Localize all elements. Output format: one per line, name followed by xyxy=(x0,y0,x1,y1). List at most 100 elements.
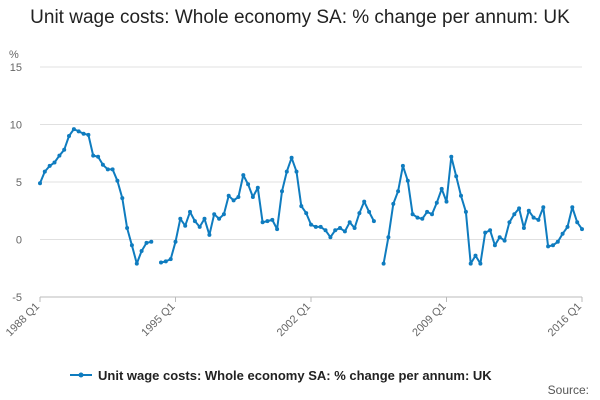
data-point xyxy=(265,219,270,224)
data-point xyxy=(134,261,139,266)
data-point xyxy=(52,160,57,165)
y-axis-unit-label: % xyxy=(9,49,19,61)
data-point xyxy=(488,228,493,233)
data-point xyxy=(81,131,86,136)
data-point xyxy=(507,220,512,225)
data-point xyxy=(415,215,420,220)
data-point xyxy=(386,235,391,240)
data-point xyxy=(188,209,192,214)
data-point xyxy=(299,204,304,209)
chart-title: Unit wage costs: Whole economy SA: % cha… xyxy=(30,7,570,28)
data-point xyxy=(129,243,134,248)
data-point xyxy=(159,260,163,265)
series-line-segment xyxy=(160,156,375,264)
data-point xyxy=(551,243,555,248)
legend: Unit wage costs: Whole economy SA: % cha… xyxy=(70,368,492,383)
data-point xyxy=(96,154,101,159)
data-point xyxy=(71,127,76,132)
x-tick-label: 1988 Q1 xyxy=(4,301,42,339)
data-point xyxy=(449,154,454,159)
data-point xyxy=(183,223,188,228)
data-point xyxy=(420,216,425,221)
data-point xyxy=(202,216,207,221)
data-point xyxy=(86,132,91,137)
data-point xyxy=(570,205,575,210)
data-point xyxy=(425,209,430,214)
data-point xyxy=(463,209,468,214)
data-point xyxy=(168,257,173,262)
data-point xyxy=(110,167,115,172)
data-point xyxy=(144,240,149,245)
data-point xyxy=(309,222,313,227)
data-point xyxy=(212,212,217,217)
series-unit-wage-costs xyxy=(38,127,584,266)
data-point xyxy=(497,235,502,240)
data-point xyxy=(120,196,125,201)
gridlines xyxy=(40,66,582,298)
data-point xyxy=(47,163,52,168)
data-point xyxy=(342,229,347,234)
data-point xyxy=(328,235,333,240)
data-point xyxy=(226,193,231,198)
data-point xyxy=(280,189,284,194)
x-tick-label: 2009 Q1 xyxy=(410,301,448,339)
data-point xyxy=(391,201,396,206)
data-point xyxy=(323,228,328,233)
data-point xyxy=(405,178,410,183)
data-point xyxy=(246,182,251,187)
data-point xyxy=(357,211,362,216)
data-point xyxy=(444,199,449,204)
data-point xyxy=(575,220,580,225)
x-tick-label: 1995 Q1 xyxy=(139,301,177,339)
series-line-segment xyxy=(39,128,152,265)
data-point xyxy=(231,198,236,203)
data-point xyxy=(565,224,570,229)
data-point xyxy=(410,212,415,217)
data-point xyxy=(250,195,255,199)
data-point xyxy=(236,195,241,199)
data-point xyxy=(546,244,551,249)
data-point xyxy=(207,232,212,237)
data-point xyxy=(270,217,275,222)
data-point xyxy=(352,226,357,230)
data-point xyxy=(241,173,246,178)
data-point xyxy=(541,205,546,210)
data-point xyxy=(362,199,367,204)
data-point xyxy=(115,178,120,183)
data-point xyxy=(555,239,560,244)
data-point xyxy=(580,227,584,232)
data-point xyxy=(536,217,541,222)
x-tick-label: 2016 Q1 xyxy=(546,301,584,339)
data-point xyxy=(67,134,71,138)
data-point xyxy=(294,169,299,174)
data-point xyxy=(139,249,144,253)
data-point xyxy=(100,162,105,167)
data-point xyxy=(42,169,47,174)
data-point xyxy=(430,212,434,217)
data-point xyxy=(468,261,473,266)
y-tick-label: 15 xyxy=(10,62,22,74)
y-tick-label: 0 xyxy=(16,235,22,247)
y-tick-label: 5 xyxy=(16,177,22,189)
data-point xyxy=(76,129,81,134)
data-point xyxy=(439,186,444,191)
data-point xyxy=(149,239,154,244)
data-point xyxy=(289,155,294,160)
data-point xyxy=(313,224,318,229)
data-point xyxy=(255,185,260,190)
data-point xyxy=(560,231,565,236)
x-tick-label: 2002 Q1 xyxy=(275,301,313,339)
source-label: Source: xyxy=(548,383,589,397)
data-point xyxy=(197,224,202,229)
data-point xyxy=(217,216,222,221)
data-point xyxy=(275,227,280,232)
data-point xyxy=(318,224,323,229)
data-point xyxy=(192,219,197,224)
data-point xyxy=(38,181,42,186)
data-point xyxy=(284,169,289,174)
x-axis: 1988 Q1 1995 Q1 2002 Q1 2009 Q1 2016 Q1 xyxy=(4,296,584,339)
data-point xyxy=(521,226,526,230)
data-point xyxy=(125,226,130,230)
data-point xyxy=(492,243,497,248)
